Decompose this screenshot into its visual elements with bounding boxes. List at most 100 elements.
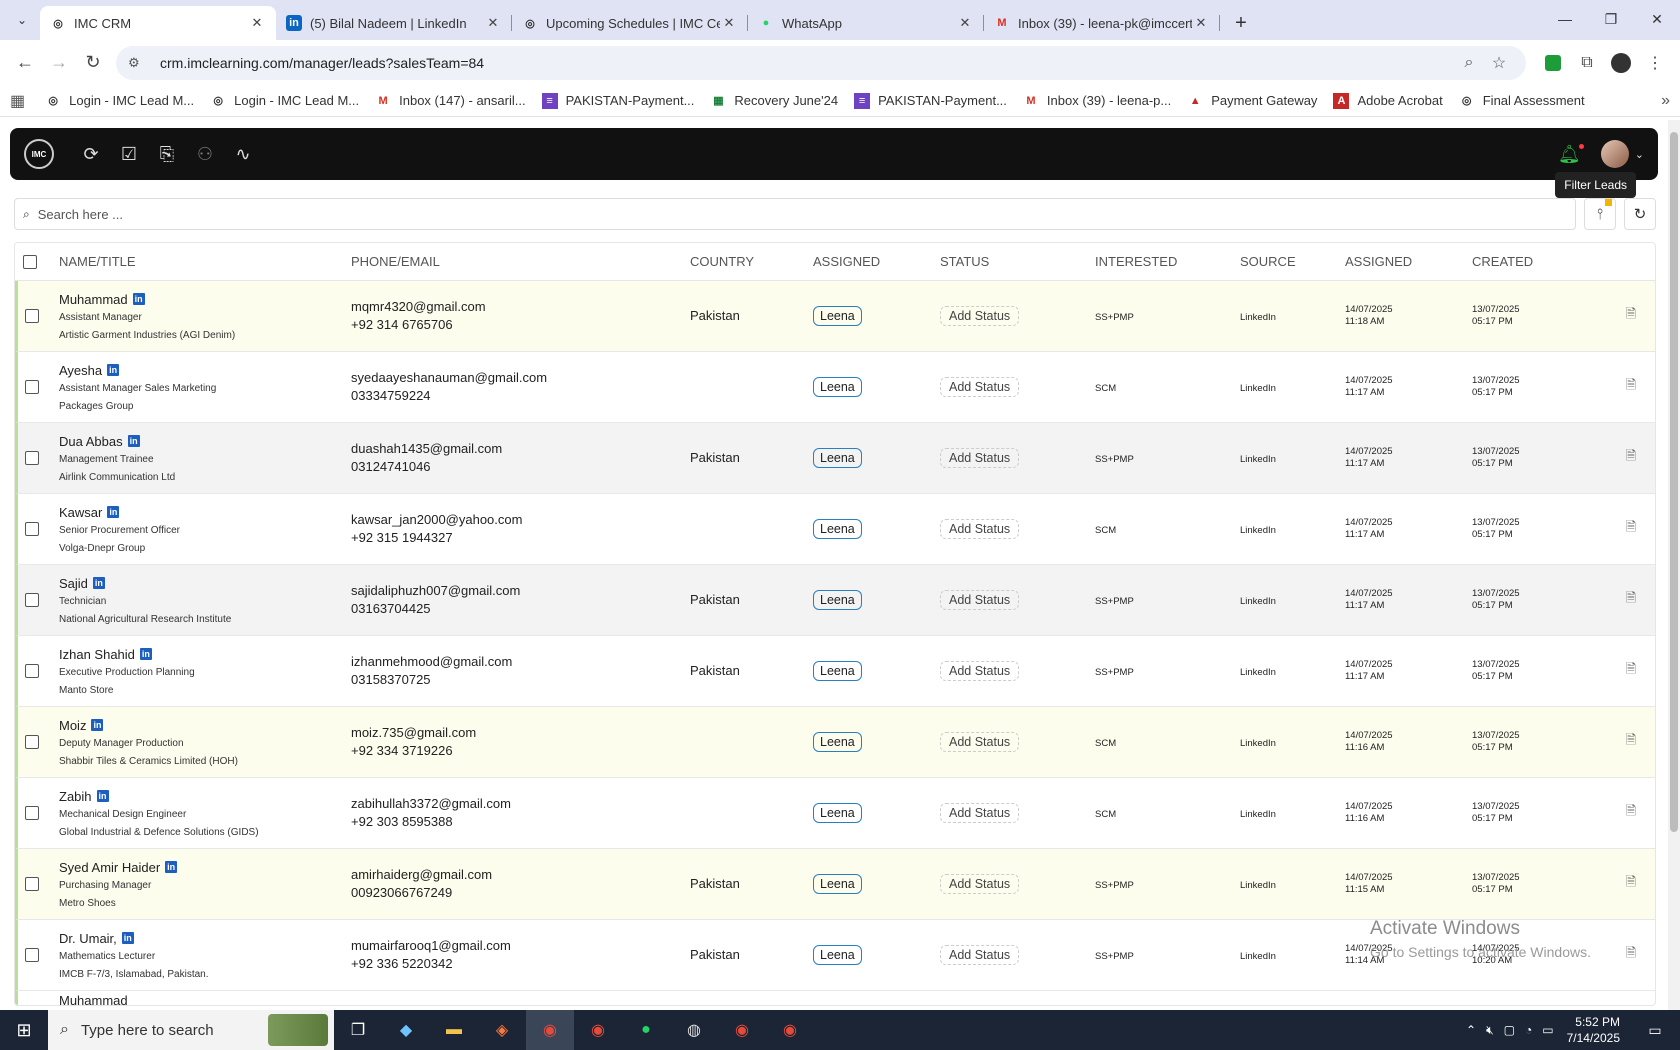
col-country[interactable]: COUNTRY	[690, 254, 755, 269]
zoom-icon[interactable]: ⌕	[1464, 53, 1474, 71]
add-status-button[interactable]: Add Status	[940, 590, 1020, 610]
lead-name[interactable]: Dr. Umair,	[59, 930, 117, 946]
chevron-down-icon[interactable]: ⌄	[1634, 148, 1644, 161]
tray-chevron-icon[interactable]: ⌃	[1466, 1023, 1477, 1037]
col-source[interactable]: SOURCE	[1240, 254, 1296, 269]
imc-logo[interactable]: IMC	[24, 139, 54, 169]
lead-email[interactable]: duashah1435@gmail.com	[351, 441, 503, 456]
assigned-badge[interactable]: Leena	[813, 874, 862, 894]
assigned-badge[interactable]: Leena	[813, 661, 862, 681]
lead-name[interactable]: Sajid	[59, 575, 88, 591]
assigned-badge[interactable]: Leena	[813, 377, 862, 397]
calendar-check-icon[interactable]: ☑	[120, 143, 138, 164]
bookmark-item[interactable]: ≡ PAKISTAN-Payment...	[541, 92, 694, 109]
lead-name[interactable]: Syed Amir Haider	[59, 859, 161, 875]
taskbar-search-input[interactable]: ⌕ Type here to search	[48, 1010, 334, 1050]
table-row[interactable]: Ayesha in Assistant Manager Sales Marketi…	[15, 352, 1655, 423]
lead-phone[interactable]: +92 315 1944327	[351, 530, 453, 545]
lead-email[interactable]: sajidaliphuzh007@gmail.com	[351, 583, 521, 598]
row-checkbox[interactable]	[24, 664, 39, 678]
lead-phone[interactable]: 00923066767249	[351, 885, 453, 900]
lead-name[interactable]: Muhammad	[59, 291, 128, 307]
profile-avatar-icon[interactable]	[1604, 46, 1638, 80]
col-interested[interactable]: INTERESTED	[1095, 254, 1178, 269]
windows-start-icon[interactable]: ⊞	[16, 1019, 32, 1040]
close-window-icon[interactable]: ✕	[1651, 10, 1663, 27]
row-checkbox[interactable]	[24, 877, 39, 891]
extensions-puzzle-icon[interactable]: ⧉	[1581, 53, 1593, 71]
chrome-icon[interactable]: ◉	[526, 1010, 574, 1050]
linkedin-icon[interactable]: in	[165, 861, 178, 873]
assigned-badge[interactable]: Leena	[813, 590, 862, 610]
lead-phone[interactable]: +92 336 5220342	[351, 956, 453, 971]
linkedin-icon[interactable]: in	[132, 293, 145, 305]
bookmarks-overflow-icon[interactable]: »	[1661, 91, 1670, 109]
add-status-button[interactable]: Add Status	[940, 519, 1020, 539]
volume-icon[interactable]: 🔇︎	[1486, 1022, 1494, 1037]
col-assigned[interactable]: ASSIGNED	[813, 254, 881, 269]
chrome-profile-icon[interactable]: ◉	[591, 1022, 605, 1039]
display-icon[interactable]: ▭	[1542, 1023, 1554, 1037]
new-tab-button[interactable]: +	[1235, 11, 1247, 34]
app-shield-icon[interactable]: ◍	[687, 1022, 701, 1039]
file-explorer-icon[interactable]: ▬	[446, 1021, 462, 1038]
lead-email[interactable]: izhanmehmood@gmail.com	[351, 654, 513, 669]
col-status[interactable]: STATUS	[940, 254, 990, 269]
browser-menu-icon[interactable]: ⋮	[1647, 54, 1663, 72]
chrome-profile-3-icon[interactable]: ◉	[783, 1022, 797, 1039]
linkedin-icon[interactable]: in	[96, 790, 109, 802]
reload-icon[interactable]: ↻	[85, 52, 101, 72]
add-status-button[interactable]: Add Status	[940, 377, 1020, 397]
assigned-badge[interactable]: Leena	[813, 306, 862, 326]
row-checkbox[interactable]	[24, 522, 39, 536]
table-row[interactable]: Zabih in Mechanical Design Engineer Globa…	[15, 778, 1655, 849]
tray-app-icon[interactable]: ▢	[1503, 1023, 1516, 1037]
linkedin-icon[interactable]: in	[127, 435, 140, 447]
table-row[interactable]: Dua Abbas in Management Trainee Airlink C…	[15, 423, 1655, 494]
browser-tab[interactable]: ◎ Upcoming Schedules | IMC Cert ✕	[512, 6, 748, 40]
select-all-checkbox[interactable]	[23, 254, 37, 269]
user-icon[interactable]: ⚇	[196, 143, 214, 164]
lead-name[interactable]: Kawsar	[59, 504, 103, 520]
document-icon[interactable]: 🗎︎	[1625, 874, 1637, 889]
table-row[interactable]: Izhan Shahid in Executive Production Plan…	[15, 636, 1655, 707]
document-icon[interactable]: 🗎︎	[1625, 661, 1637, 676]
omnibox[interactable]: ⚙ crm.imclearning.com/manager/leads?sale…	[116, 45, 1526, 80]
bookmark-item[interactable]: M Inbox (39) - leena-p...	[1023, 93, 1171, 109]
refresh-cycle-icon[interactable]: ⟳	[83, 143, 99, 164]
site-settings-icon[interactable]: ⚙	[128, 54, 140, 70]
page-scrollbar[interactable]	[1668, 120, 1680, 1010]
task-view-icon[interactable]: ❐	[350, 1022, 366, 1039]
tab-search-chevron-icon[interactable]: ⌄	[16, 13, 28, 27]
lead-email[interactable]: amirhaiderg@gmail.com	[351, 867, 493, 882]
chrome-profile-2-icon[interactable]: ◉	[735, 1022, 749, 1039]
close-tab-icon[interactable]: ✕	[487, 15, 499, 30]
linkedin-icon[interactable]: in	[107, 364, 120, 376]
assigned-badge[interactable]: Leena	[813, 945, 862, 965]
lead-email[interactable]: mqmr4320@gmail.com	[351, 299, 486, 314]
url-text[interactable]: crm.imclearning.com/manager/leads?salesT…	[160, 54, 485, 71]
lead-name[interactable]: Muhammad	[59, 993, 128, 1005]
app-blue-icon[interactable]: ◈	[495, 1022, 509, 1039]
close-tab-icon[interactable]: ✕	[1195, 15, 1207, 30]
bookmark-item[interactable]: ▦ Recovery June'24	[710, 93, 838, 109]
assigned-badge[interactable]: Leena	[813, 448, 862, 468]
filter-leads-button[interactable]: ⫯	[1584, 198, 1616, 230]
document-icon[interactable]: 🗎︎	[1625, 448, 1637, 463]
table-row[interactable]: Syed Amir Haider in Purchasing Manager Me…	[15, 849, 1655, 920]
browser-tab[interactable]: ◎ IMC CRM ✕	[40, 6, 276, 40]
bookmark-item[interactable]: ◎ Final Assessment	[1459, 93, 1585, 109]
col-created[interactable]: CREATED	[1472, 254, 1534, 269]
document-copy-icon[interactable]: ⎘	[159, 143, 175, 164]
refresh-button[interactable]: ↻	[1624, 198, 1656, 230]
copilot-icon[interactable]: ◆	[399, 1022, 413, 1039]
add-status-button[interactable]: Add Status	[940, 306, 1020, 326]
clock[interactable]: 5:52 PM 7/14/2025	[1567, 1014, 1620, 1046]
document-icon[interactable]: 🗎︎	[1625, 377, 1637, 392]
restore-icon[interactable]: ❐	[1604, 10, 1618, 27]
add-status-button[interactable]: Add Status	[940, 448, 1020, 468]
search-input[interactable]: ⌕ Search here ...	[14, 198, 1576, 230]
row-checkbox[interactable]	[24, 309, 39, 323]
document-icon[interactable]: 🗎︎	[1625, 732, 1637, 747]
row-checkbox[interactable]	[24, 735, 39, 749]
